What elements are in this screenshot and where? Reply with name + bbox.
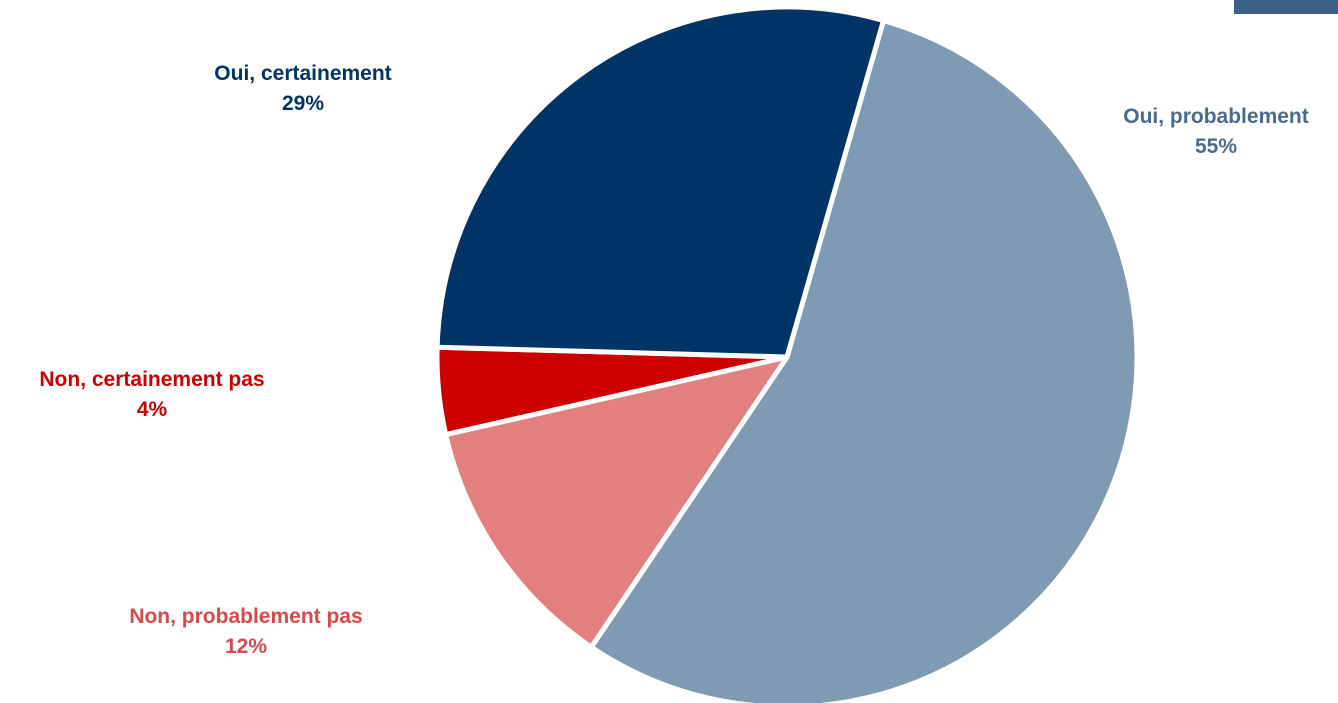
slice-value-label: 12%	[225, 635, 267, 658]
slice-value-label: 4%	[137, 398, 168, 421]
slice-value-label: 55%	[1195, 135, 1237, 158]
slice-label: Non, certainement pas	[39, 368, 264, 391]
pie-slices	[437, 7, 1137, 703]
slice-label: Non, probablement pas	[129, 605, 362, 628]
slice-label: Oui, probablement	[1123, 105, 1309, 128]
slice-value-label: 29%	[282, 92, 324, 115]
slice-label: Oui, certainement	[214, 62, 391, 85]
